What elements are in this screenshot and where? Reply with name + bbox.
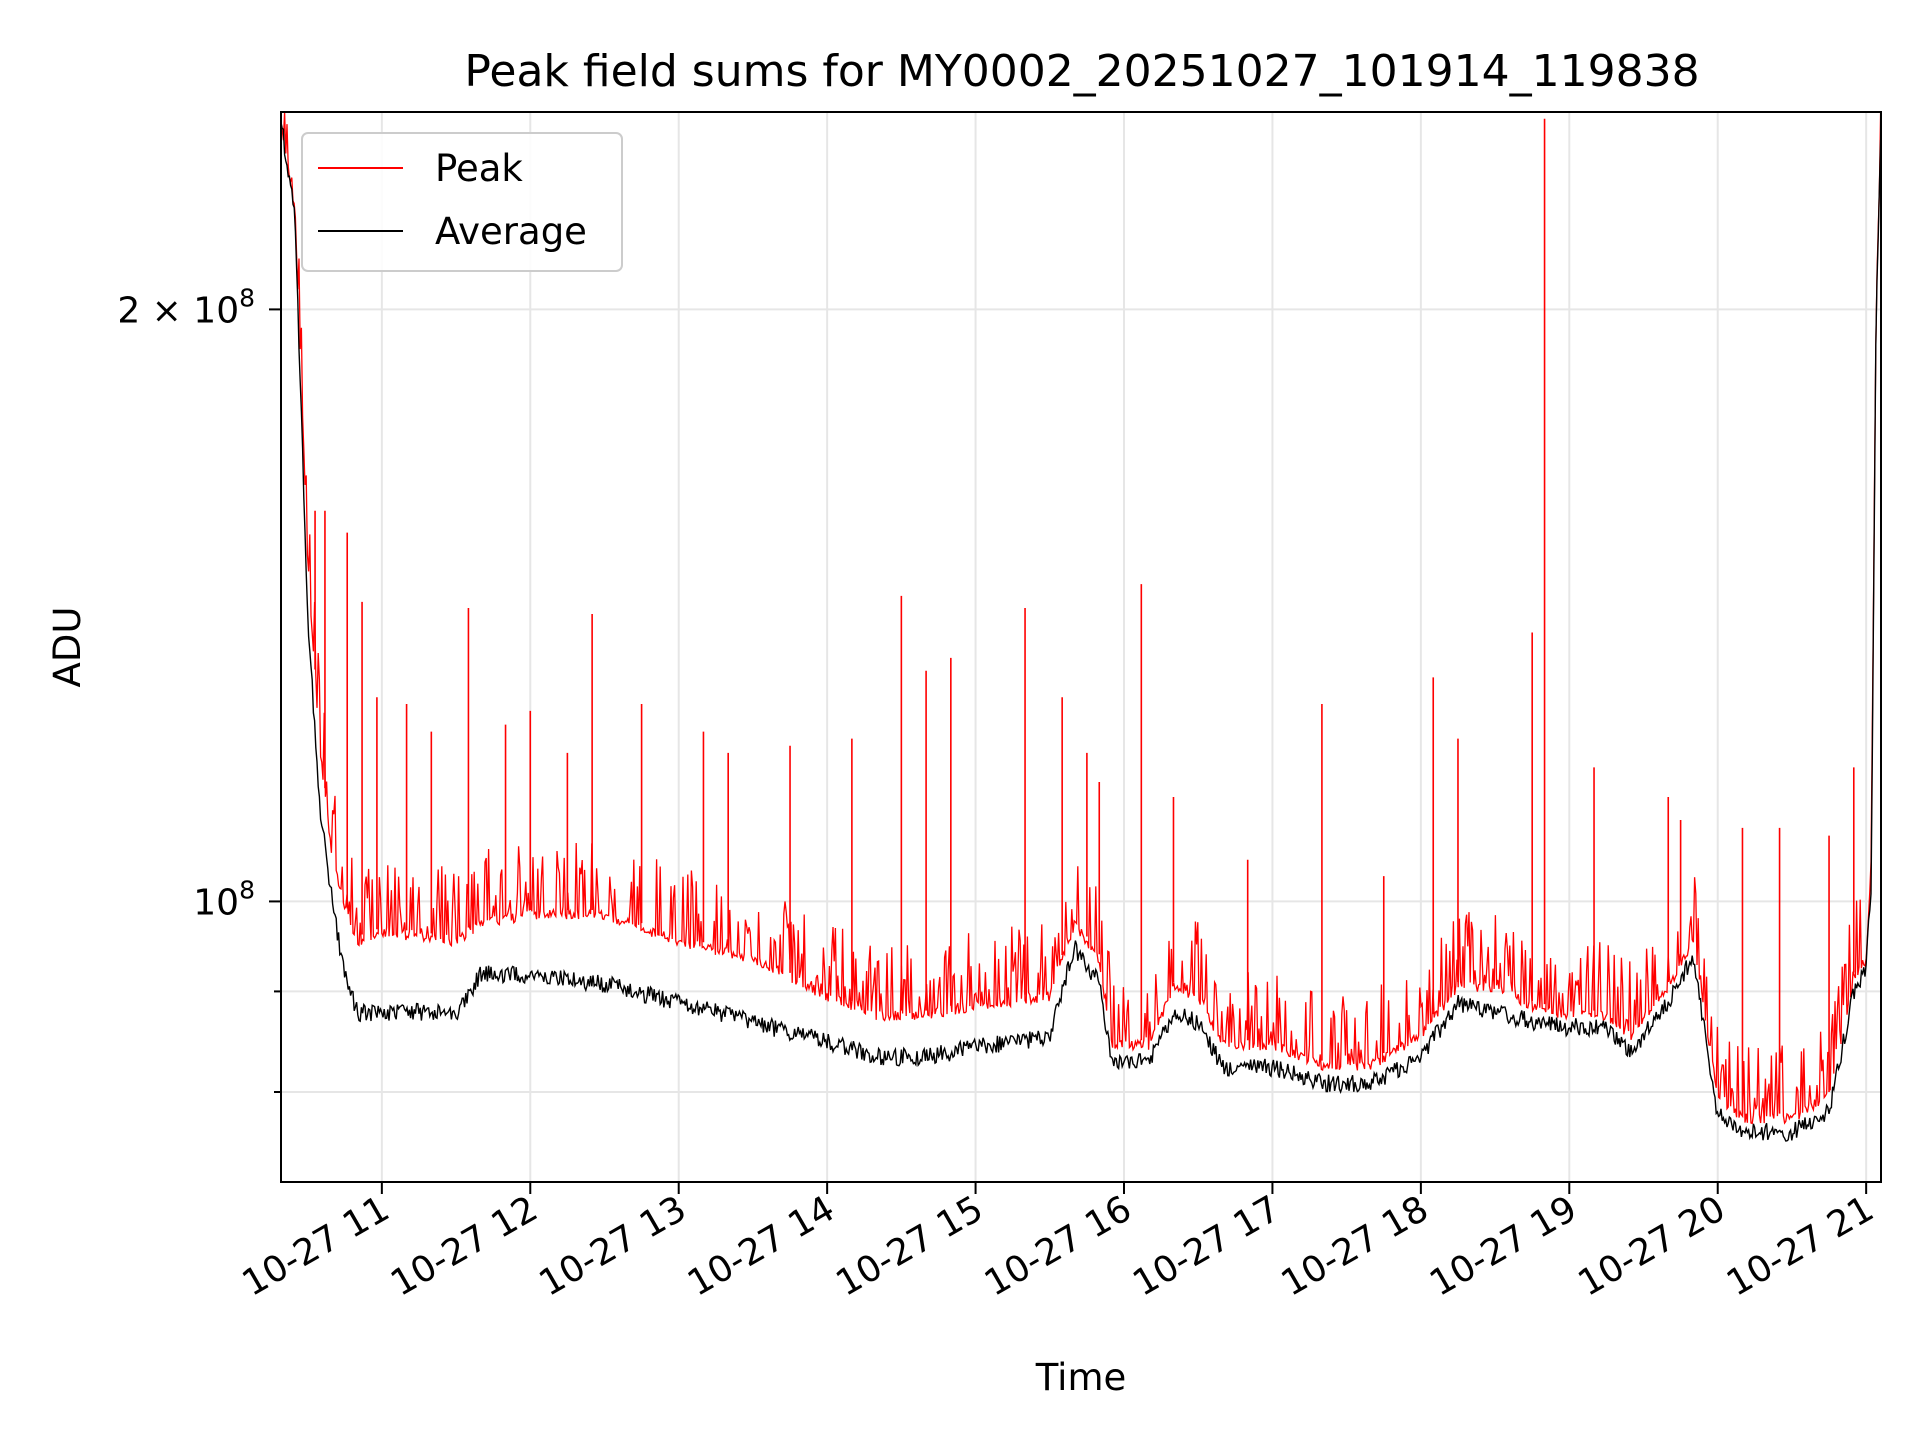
plot-data — [280, 111, 1882, 1142]
x-tick-label: 10-27 20 — [1572, 1188, 1733, 1304]
legend-label-peak: Peak — [435, 147, 523, 190]
x-tick-label: 10-27 13 — [533, 1188, 694, 1304]
chart-title: Peak field sums for MY0002_20251027_1019… — [464, 46, 1699, 97]
x-tick-label: 10-27 17 — [1126, 1188, 1287, 1304]
x-tick-label: 10-27 14 — [681, 1188, 842, 1304]
grid — [281, 112, 1881, 1182]
x-tick-label: 10-27 21 — [1720, 1188, 1881, 1304]
x-tick-label: 10-27 12 — [384, 1188, 545, 1304]
x-tick-label: 10-27 15 — [829, 1188, 990, 1304]
x-tick-label: 10-27 18 — [1275, 1188, 1436, 1304]
series-line-peak — [280, 111, 1882, 1125]
y-tick-label: 2 × 108 — [117, 283, 255, 331]
legend: Peak Average — [301, 132, 623, 272]
y-tick-label: 108 — [193, 875, 255, 923]
x-tick-label: 10-27 16 — [978, 1188, 1139, 1304]
x-axis-label: Time — [1035, 1356, 1127, 1399]
y-axis-label: ADU — [46, 607, 89, 688]
x-tick-label: 10-27 11 — [236, 1188, 397, 1304]
legend-label-average: Average — [435, 210, 587, 253]
series-line-average — [280, 122, 1882, 1142]
x-tick-label: 10-27 19 — [1423, 1188, 1584, 1304]
plot-area-frame — [280, 111, 1882, 1183]
